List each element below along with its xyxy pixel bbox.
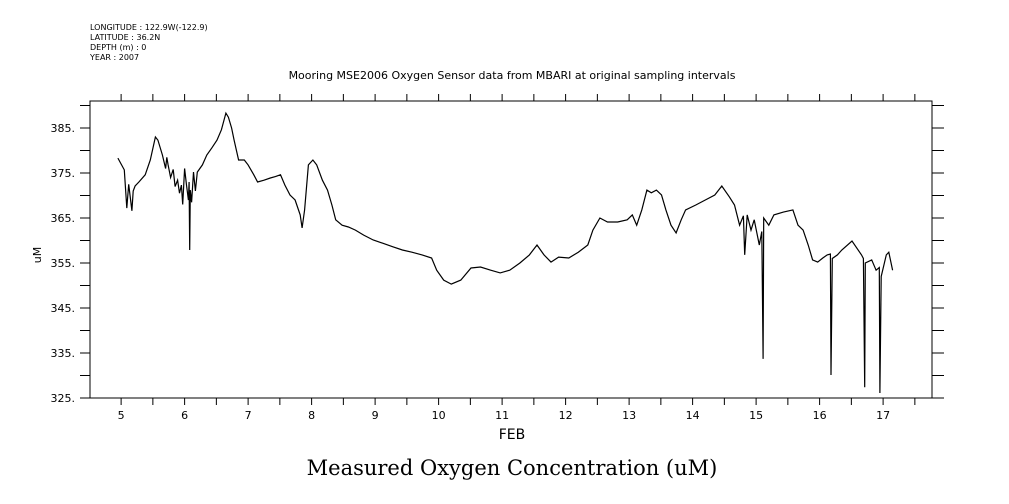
x-tick-label: 17	[876, 409, 890, 422]
x-tick-label: 8	[308, 409, 315, 422]
depth-label: DEPTH (m) : 0	[90, 43, 146, 52]
x-tick-label: 12	[559, 409, 573, 422]
y-tick-label: 325.	[51, 392, 76, 405]
latitude-label: LATITUDE : 36.2N	[90, 33, 160, 42]
x-tick-label: 13	[622, 409, 636, 422]
x-tick-label: 9	[372, 409, 379, 422]
x-axis-label: FEB	[499, 427, 526, 443]
x-tick-label: 7	[245, 409, 252, 422]
x-tick-label: 6	[181, 409, 188, 422]
y-tick-label: 375.	[51, 167, 76, 180]
x-tick-label: 11	[495, 409, 509, 422]
x-tick-label: 16	[813, 409, 827, 422]
y-tick-label: 365.	[51, 212, 76, 225]
year-label: YEAR : 2007	[89, 53, 139, 62]
y-tick-labels: 325. 335. 345. 355. 365. 375. 385.	[51, 122, 76, 405]
axis-ticks	[80, 94, 944, 405]
y-tick-label: 345.	[51, 302, 76, 315]
x-tick-label: 15	[749, 409, 763, 422]
x-tick-label: 5	[118, 409, 125, 422]
chart-title: Mooring MSE2006 Oxygen Sensor data from …	[289, 69, 736, 82]
x-tick-label: 10	[432, 409, 446, 422]
longitude-label: LONGITUDE : 122.9W(-122.9)	[90, 23, 208, 32]
x-tick-label: 14	[686, 409, 700, 422]
y-tick-label: 385.	[51, 122, 76, 135]
chart-caption: Measured Oxygen Concentration (uM)	[307, 456, 718, 480]
oxygen-series-line	[117, 111, 894, 394]
y-tick-label: 355.	[51, 257, 76, 270]
y-tick-label: 335.	[51, 347, 76, 360]
x-tick-labels: 5 6 7 8 9 10 11 12 13 14 15 16 17	[118, 409, 890, 422]
plot-frame	[89, 100, 933, 399]
y-axis-label: uM	[31, 247, 44, 263]
